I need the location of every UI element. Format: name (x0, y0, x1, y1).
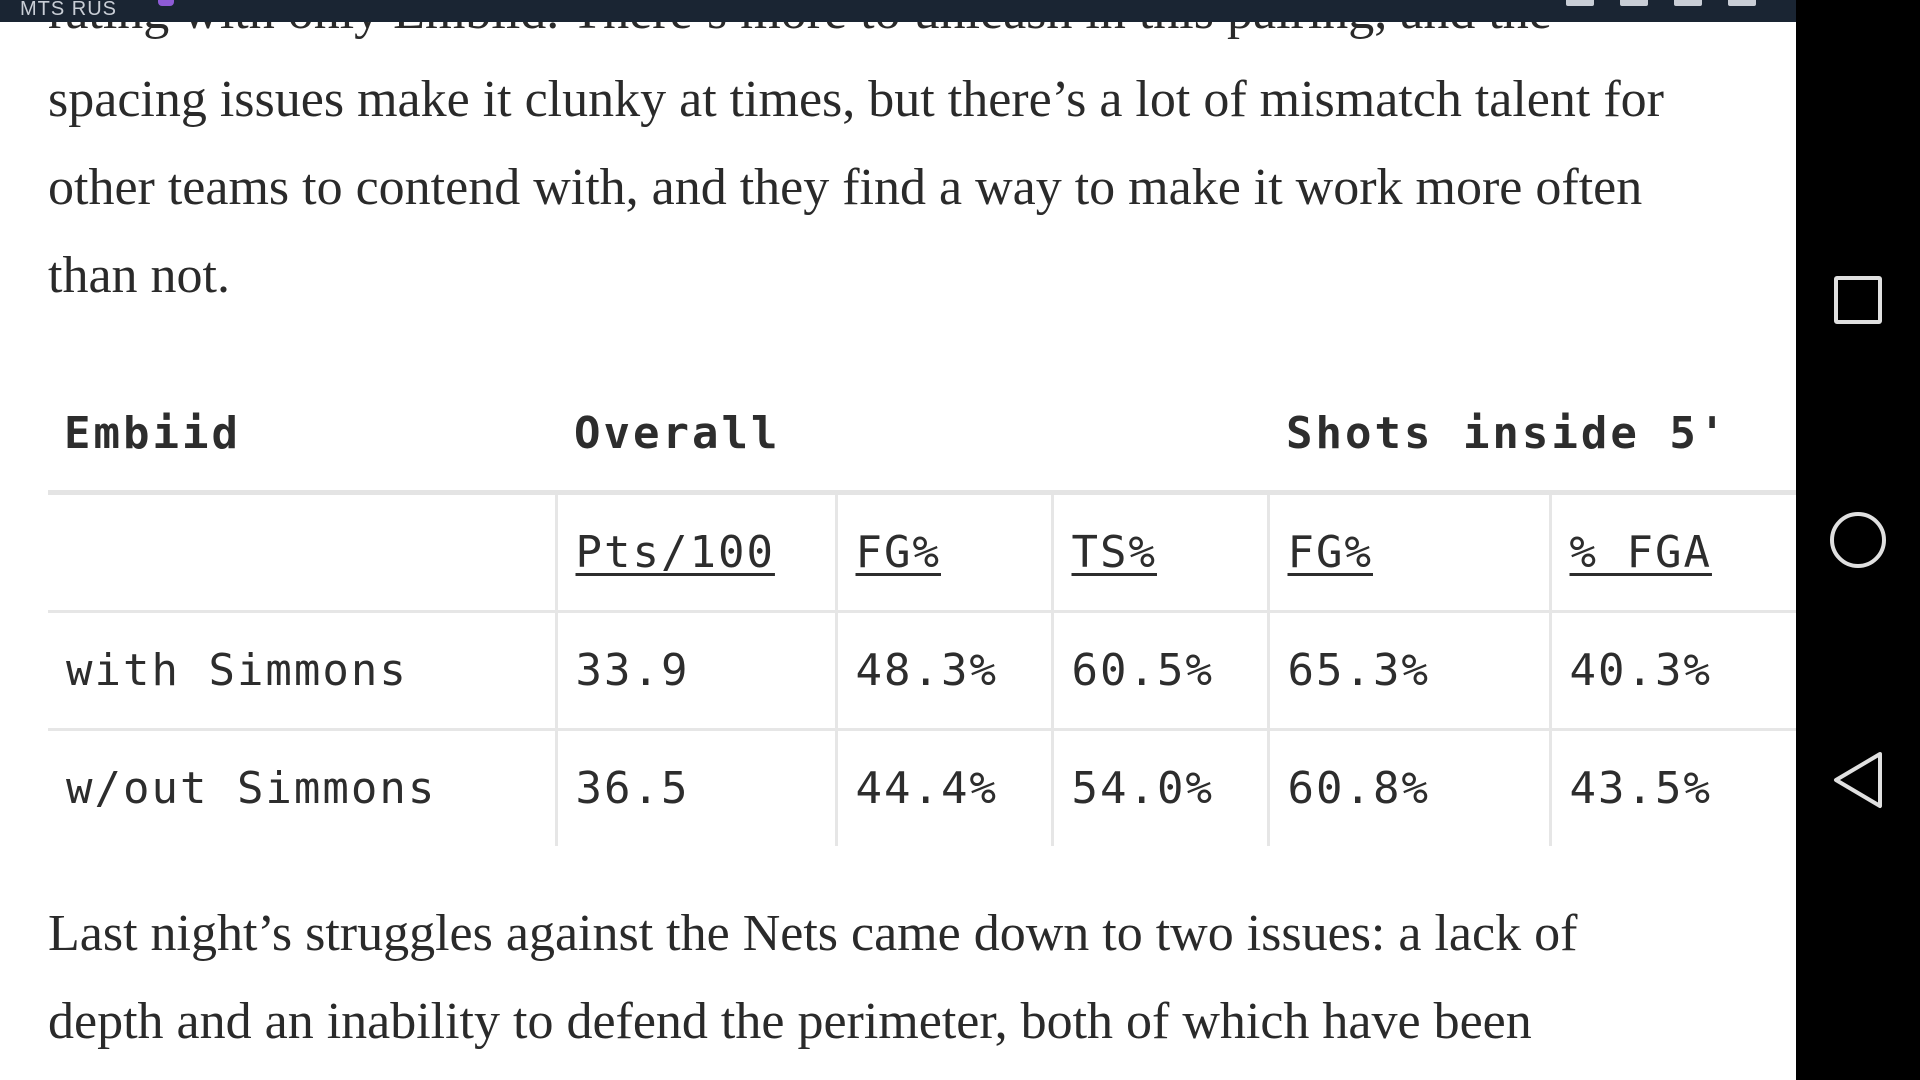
column-header-label[interactable]: FG% (1287, 527, 1373, 578)
column-header-label[interactable]: Pts/100 (575, 527, 775, 578)
stats-grid: Pts/100 FG% TS% FG% % FGA with Simmons 3… (48, 495, 1796, 846)
subheader-row: Pts/100 FG% TS% FG% % FGA (48, 495, 1796, 613)
column-header[interactable]: % FGA (1548, 495, 1796, 613)
empty-cell (48, 495, 556, 613)
article-content: rating with only Embiid. There’s more to… (48, 0, 1796, 1066)
column-header-label[interactable]: TS% (1071, 527, 1157, 578)
home-circle-icon[interactable] (1830, 512, 1886, 568)
recents-square-icon[interactable] (1834, 276, 1882, 324)
shots-inside-group-header: Shots inside 5' (1286, 408, 1729, 459)
wifi-icon (1674, 0, 1702, 6)
home-button[interactable] (1796, 490, 1920, 590)
status-icons (1566, 0, 1756, 6)
table-cell: 36.5 (554, 729, 836, 846)
paragraph-line: Last night’s struggles against the Nets … (48, 905, 1578, 962)
carrier-label: MTS RUS (20, 0, 117, 20)
paragraph-line: spacing issues make it clunky at times, … (48, 71, 1664, 128)
column-header[interactable]: Pts/100 (554, 495, 836, 613)
navigation-bar (1796, 0, 1920, 1080)
recents-button[interactable] (1796, 250, 1920, 350)
paragraph-line: depth and an inability to defend the per… (48, 993, 1532, 1050)
notification-icon (158, 0, 174, 6)
signal-icon (1566, 0, 1594, 6)
table-cell: 65.3% (1266, 611, 1550, 731)
back-button[interactable] (1796, 730, 1920, 830)
table-cell: 60.5% (1050, 611, 1268, 731)
article-paragraph: rating with only Embiid. There’s more to… (48, 0, 1664, 320)
column-header[interactable]: TS% (1050, 495, 1268, 613)
row-label: with Simmons (48, 611, 556, 731)
table-cell: 44.4% (834, 729, 1052, 846)
row-label: w/out Simmons (66, 763, 437, 814)
table-cell: 54.0% (1050, 729, 1268, 846)
column-header[interactable]: FG% (834, 495, 1052, 613)
table-cell: 48.3% (834, 611, 1052, 731)
stats-table: Embiid Overall Shots inside 5' Pts/100 F… (48, 390, 1796, 846)
status-bar: MTS RUS (0, 0, 1796, 22)
column-header-label[interactable]: FG% (855, 527, 941, 578)
table-group-header: Embiid Overall Shots inside 5' (48, 390, 1796, 495)
table-row: w/out Simmons 36.5 44.4% 54.0% 60.8% 43.… (48, 729, 1796, 846)
column-header-label[interactable]: % FGA (1569, 527, 1712, 578)
signal-icon (1620, 0, 1648, 6)
table-row: with Simmons 33.9 48.3% 60.5% 65.3% 40.3… (48, 611, 1796, 731)
overall-group-header: Overall (574, 408, 781, 459)
back-triangle-icon[interactable] (1830, 750, 1886, 810)
article-paragraph: Last night’s struggles against the Nets … (48, 890, 1577, 1066)
column-header[interactable]: FG% (1266, 495, 1550, 613)
player-header: Embiid (64, 408, 241, 459)
battery-icon (1728, 0, 1756, 6)
paragraph-line: other teams to contend with, and they fi… (48, 159, 1643, 216)
paragraph-line: than not. (48, 247, 230, 304)
table-cell: 60.8% (1266, 729, 1550, 846)
table-cell: 33.9 (554, 611, 836, 731)
table-cell: 43.5% (1548, 729, 1796, 846)
table-cell: 40.3% (1548, 611, 1796, 731)
